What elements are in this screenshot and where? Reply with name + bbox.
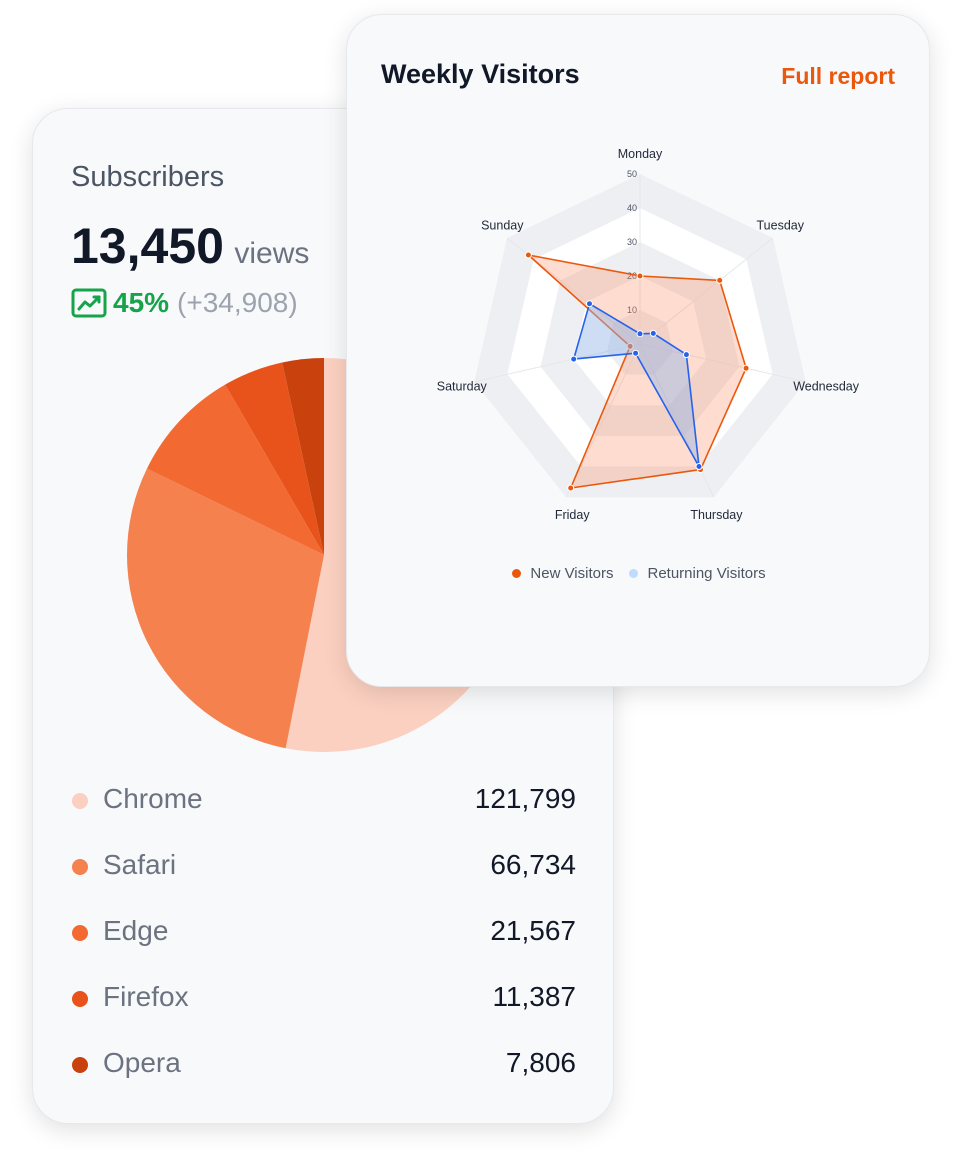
- legend-dot: [72, 991, 88, 1007]
- radar-point: [695, 463, 703, 470]
- radar-point: [649, 329, 657, 337]
- radar-tick-label: 20: [627, 271, 637, 281]
- trend-up-icon: [71, 288, 107, 318]
- radar-point: [567, 484, 575, 492]
- pie-slice-edge: [146, 384, 324, 555]
- legend-dot: [72, 859, 88, 875]
- views-summary: 13,450 views: [71, 217, 309, 275]
- views-total: 13,450: [71, 218, 224, 274]
- radar-point: [632, 349, 640, 357]
- radar-point: [682, 351, 690, 359]
- pie-slice-safari: [127, 468, 324, 749]
- legend-label: Opera: [103, 1047, 181, 1078]
- radar-area: [527, 254, 747, 489]
- radar-point: [626, 342, 634, 350]
- legend-item-firefox: Firefox 11,387: [33, 979, 613, 1019]
- radar-tick-label: 50: [627, 169, 637, 179]
- legend-item-edge: Edge 21,567: [33, 913, 613, 953]
- legend-dot: [72, 1057, 88, 1073]
- radar-axis-label-saturday: Saturday: [437, 379, 488, 393]
- radar-legend-dot: [512, 569, 522, 578]
- pie-slice-firefox: [225, 362, 324, 555]
- radar-spoke: [639, 237, 774, 345]
- radar-legend-label: Returning Visitors: [647, 565, 766, 582]
- radar-axis-label-monday: Monday: [618, 147, 663, 161]
- weekly-radar-chart: 10 20 30 40 50 Monday Tuesday Wednesday Thursday…: [437, 147, 860, 522]
- radar-legend-label: New Visitors: [530, 565, 614, 582]
- legend-label: Chrome: [103, 783, 203, 814]
- radar-point: [570, 355, 578, 363]
- legend-value: 21,567: [490, 915, 576, 946]
- radar-legend-item: New Visitors: [512, 565, 613, 582]
- radar-point: [742, 364, 750, 372]
- radar-area: [572, 302, 700, 468]
- weekly-visitors-card: Weekly Visitors Full report 10 20 30 40 50 Mo…: [346, 14, 930, 687]
- radar-legend-item: Returning Visitors: [629, 565, 766, 582]
- legend-label: Safari: [103, 849, 177, 880]
- legend-label: Firefox: [103, 981, 189, 1012]
- radar-point: [524, 251, 532, 259]
- radar-spoke: [639, 343, 806, 383]
- radar-legend: New Visitors Returning Visitors: [347, 565, 931, 582]
- radar-spoke: [565, 343, 641, 498]
- change-percent: 45%: [113, 287, 170, 318]
- legend-dot: [72, 793, 88, 809]
- pie-slice-opera: [282, 358, 324, 555]
- legend-value: 121,799: [474, 783, 576, 814]
- legend-label: Edge: [103, 915, 169, 946]
- radar-series-returning-visitors: [570, 300, 703, 470]
- radar-axis-label-tuesday: Tuesday: [757, 219, 805, 233]
- legend-item-chrome: Chrome 121,799: [33, 781, 613, 821]
- subscribers-title: Subscribers: [71, 161, 225, 193]
- radar-tick-label: 30: [627, 237, 637, 247]
- radar-legend-dot: [629, 569, 639, 578]
- legend-item-safari: Safari 66,734: [33, 847, 613, 887]
- radar-axis-label-thursday: Thursday: [690, 508, 743, 522]
- change-absolute: (+34,908): [177, 287, 298, 318]
- views-unit: views: [234, 237, 310, 270]
- radar-axis-label-wednesday: Wednesday: [793, 379, 860, 393]
- radar-point: [716, 276, 724, 284]
- legend-value: 7,806: [505, 1047, 576, 1078]
- radar-point: [586, 300, 593, 308]
- radar-point: [636, 272, 644, 280]
- radar-point: [636, 330, 644, 338]
- full-report-link[interactable]: Full report: [781, 63, 895, 89]
- radar-tick-label: 40: [627, 203, 637, 213]
- radar-axis-label-sunday: Sunday: [481, 219, 524, 233]
- legend-value: 11,387: [492, 981, 576, 1012]
- trend-summary: 45% (+34,908): [71, 285, 298, 321]
- legend-item-opera: Opera 7,806: [33, 1045, 613, 1085]
- weekly-title: Weekly Visitors: [381, 59, 580, 89]
- legend-value: 66,734: [490, 849, 576, 880]
- radar-spoke: [474, 343, 641, 383]
- legend-dot: [72, 925, 88, 941]
- radar-tick-label: 10: [627, 305, 637, 315]
- radar-axis-label-friday: Friday: [555, 508, 590, 522]
